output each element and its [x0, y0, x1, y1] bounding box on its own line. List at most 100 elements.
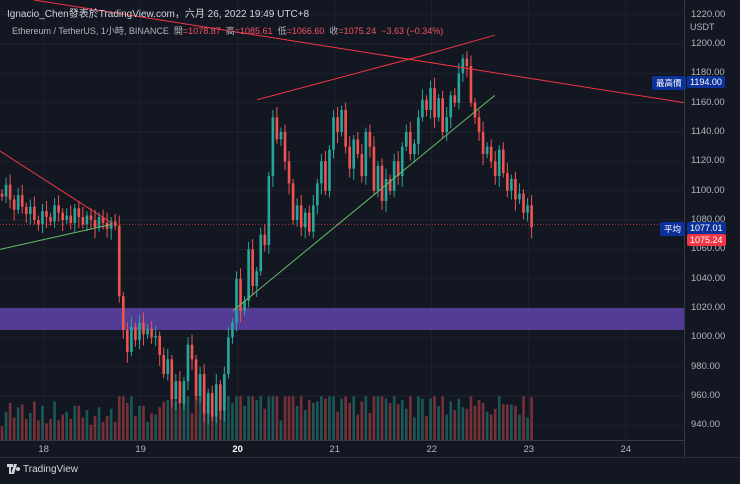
trend-line: [256, 55, 423, 101]
trend-line: [421, 34, 495, 57]
volume-bar: [441, 396, 444, 440]
volume-bar: [105, 416, 109, 440]
candle-body: [178, 381, 182, 404]
candle-body: [146, 328, 149, 335]
candle-body: [109, 221, 113, 229]
candle-body: [45, 211, 48, 218]
y-tick-label: 1020.00: [691, 302, 726, 313]
volume-bar: [360, 401, 364, 440]
volume-bar: [380, 396, 384, 440]
volume-bar: [16, 407, 20, 440]
volume-bar: [445, 414, 449, 440]
candle-body: [295, 205, 299, 220]
candle-body: [162, 354, 166, 374]
ohlc-legend: Ethereum / TetherUS, 1小時, BINANCE 開=1078…: [12, 24, 443, 37]
candle-body: [247, 249, 250, 301]
volume-bar: [340, 398, 343, 440]
candle-body: [299, 205, 303, 228]
candle-body: [279, 132, 283, 140]
time-scale[interactable]: [0, 440, 684, 458]
candle-body: [453, 95, 457, 103]
volume-bar: [328, 396, 331, 440]
volume-bar: [461, 407, 465, 440]
candle-body: [89, 215, 93, 220]
candle-body: [473, 102, 477, 118]
candle-body: [227, 337, 230, 374]
volume-bar: [202, 396, 206, 440]
candle-body: [392, 161, 396, 191]
volume-bar: [501, 404, 505, 440]
candle-body: [526, 205, 529, 213]
volume-bar: [53, 401, 56, 440]
volume-bar: [392, 396, 396, 440]
tradingview-logo[interactable]: TradingView: [7, 464, 78, 475]
volume-bar: [275, 396, 279, 440]
volume-bar: [214, 396, 218, 440]
volume-bar: [332, 396, 335, 440]
y-tick-label: 1120.00: [691, 155, 725, 167]
avg-price-label: 平均: [660, 222, 686, 236]
volume-bar: [24, 418, 28, 440]
volume-bar: [186, 396, 190, 440]
low-value: =1066.60: [286, 26, 325, 36]
volume-bar: [162, 401, 166, 440]
volume-bar: [344, 396, 347, 440]
candle-body: [20, 195, 24, 207]
candle-body: [429, 88, 432, 110]
volume-bar: [299, 396, 303, 440]
volume-bar: [291, 396, 295, 440]
candle-body: [348, 146, 351, 169]
candle-body: [113, 221, 117, 226]
volume-bar: [178, 407, 182, 440]
symbol-label[interactable]: Ethereum / TetherUS, 1小時, BINANCE: [12, 26, 169, 36]
candle-body: [259, 234, 263, 272]
volume-bar: [243, 405, 246, 440]
candle-body: [457, 73, 461, 103]
volume-bar: [376, 396, 380, 440]
tradingview-logo-icon: [7, 464, 20, 475]
candle-body: [12, 199, 16, 210]
candle-body: [501, 149, 505, 174]
volume-bar: [182, 401, 186, 440]
candle-body: [489, 146, 493, 162]
volume-bar: [279, 420, 283, 440]
volume-bar: [223, 396, 226, 440]
volume-bar: [126, 402, 129, 440]
volume-bar: [4, 411, 8, 440]
volume-bar: [449, 401, 453, 440]
close-value: =1075.24: [338, 26, 377, 36]
volume-bar: [235, 396, 238, 440]
volume-bar: [81, 417, 85, 440]
candle-body: [121, 296, 125, 330]
candle-body: [85, 215, 89, 225]
candle-body: [311, 205, 315, 232]
candle-body: [158, 335, 161, 355]
candle-body: [190, 344, 194, 360]
volume-bar: [77, 405, 81, 440]
trend-line: [0, 223, 112, 250]
candle-body: [477, 117, 481, 132]
candle-body: [364, 132, 368, 176]
volume-bar: [295, 405, 299, 440]
volume-bar: [138, 405, 141, 440]
avg-price-value: 1077.01: [687, 222, 726, 234]
candle-body: [251, 249, 254, 286]
candle-body: [433, 88, 436, 118]
x-tick-label: 21: [329, 444, 341, 455]
candle-body: [469, 66, 473, 103]
y-tick-label: 960.00: [691, 390, 721, 401]
volume-bar: [65, 411, 69, 440]
candle-body: [77, 208, 81, 218]
volume-bar: [117, 396, 121, 440]
volume-bar: [518, 414, 521, 440]
candle-body: [506, 173, 509, 191]
candle-body: [404, 132, 408, 147]
candle-body: [283, 132, 287, 162]
candle-body: [24, 206, 28, 215]
volume-bar: [85, 410, 89, 440]
volume-bar: [384, 398, 388, 440]
candle-body: [332, 117, 335, 150]
volume-bar: [348, 402, 351, 440]
volume-bar: [45, 423, 48, 440]
